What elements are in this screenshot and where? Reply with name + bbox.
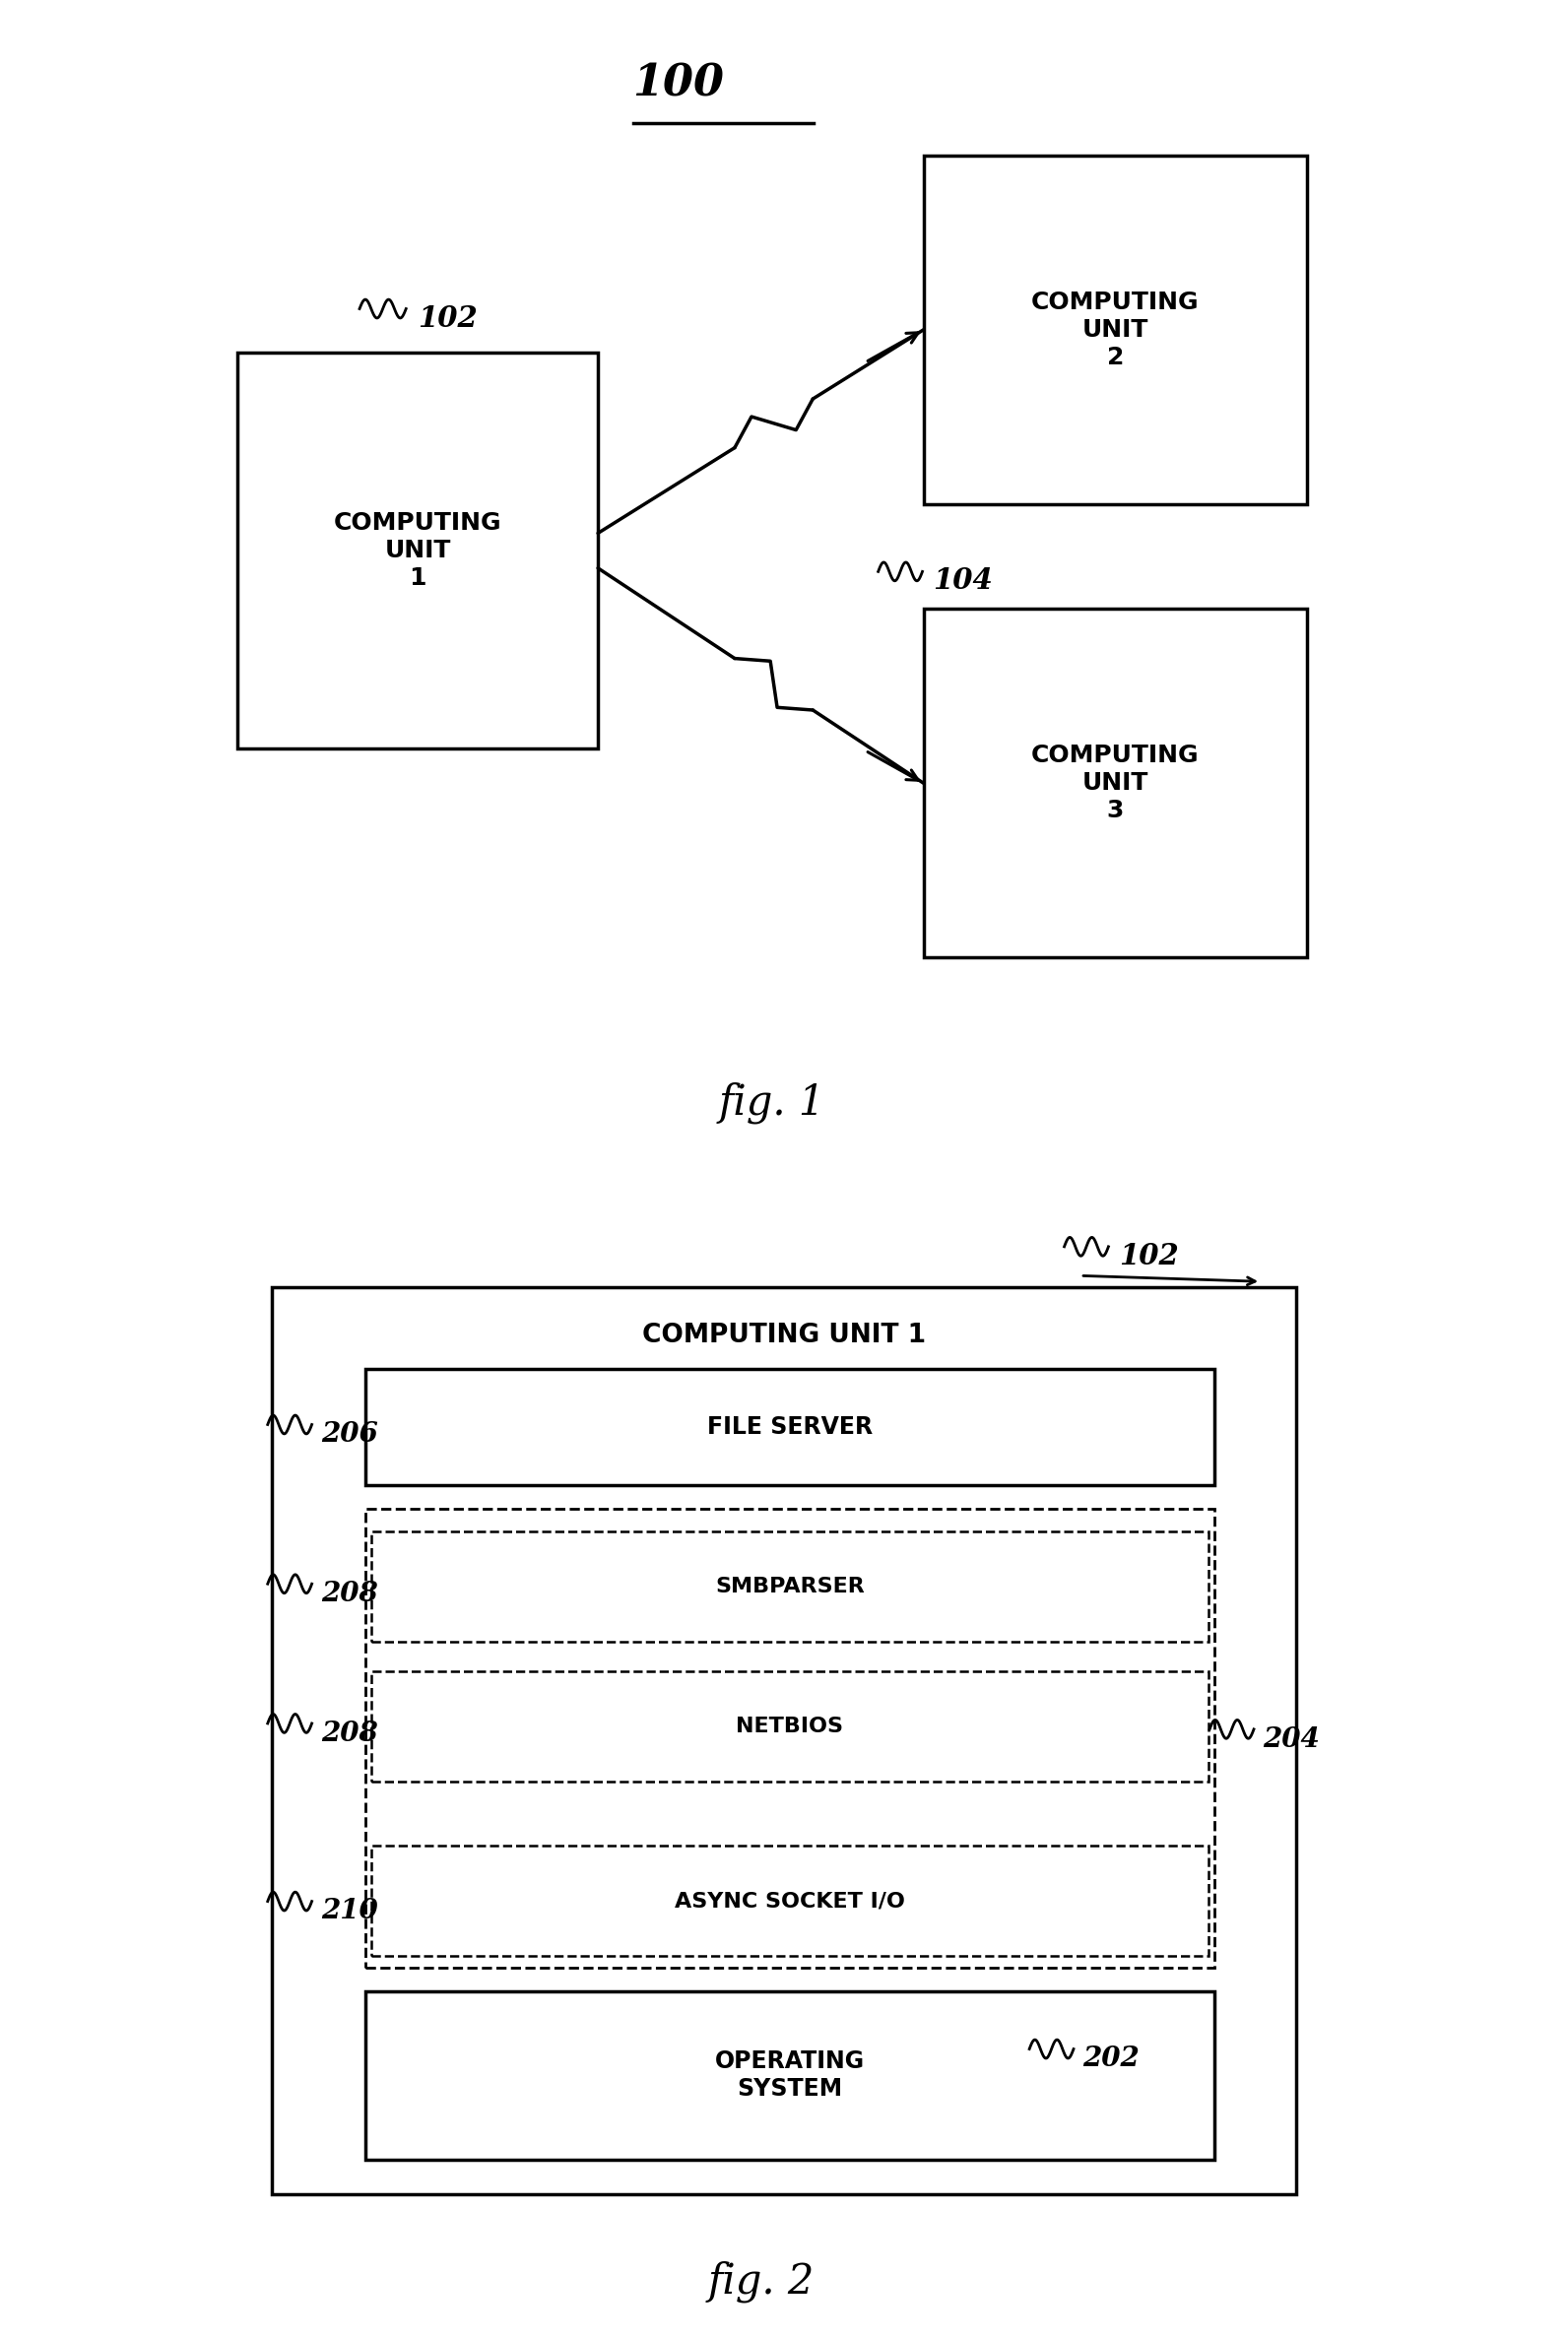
Text: 206: 206: [321, 1422, 378, 1447]
FancyBboxPatch shape: [273, 1288, 1295, 2195]
Text: 202: 202: [1083, 2046, 1140, 2071]
Text: 204: 204: [1264, 1725, 1320, 1754]
Text: 102: 102: [1120, 1241, 1179, 1270]
Text: SMBPARSER: SMBPARSER: [715, 1576, 864, 1597]
Text: 102: 102: [417, 304, 478, 334]
Text: COMPUTING
UNIT
3: COMPUTING UNIT 3: [1032, 743, 1200, 823]
Text: ASYNC SOCKET I/O: ASYNC SOCKET I/O: [674, 1891, 905, 1910]
FancyBboxPatch shape: [237, 353, 597, 748]
Text: NETBIOS: NETBIOS: [735, 1716, 844, 1737]
Text: 208: 208: [321, 1721, 378, 1746]
FancyBboxPatch shape: [365, 1368, 1214, 1485]
FancyBboxPatch shape: [372, 1672, 1209, 1782]
Text: COMPUTING
UNIT
2: COMPUTING UNIT 2: [1032, 290, 1200, 369]
FancyBboxPatch shape: [924, 608, 1308, 959]
Text: COMPUTING UNIT 1: COMPUTING UNIT 1: [643, 1323, 925, 1347]
FancyBboxPatch shape: [372, 1531, 1209, 1641]
FancyBboxPatch shape: [365, 1508, 1214, 1969]
Text: 100: 100: [633, 63, 724, 105]
FancyBboxPatch shape: [365, 1992, 1214, 2160]
Text: fig. 2: fig. 2: [707, 2261, 814, 2303]
Text: FILE SERVER: FILE SERVER: [707, 1414, 873, 1438]
FancyBboxPatch shape: [372, 1845, 1209, 1957]
Text: 104: 104: [933, 566, 993, 594]
Text: fig. 1: fig. 1: [720, 1082, 826, 1125]
Text: OPERATING
SYSTEM: OPERATING SYSTEM: [715, 2050, 864, 2100]
FancyBboxPatch shape: [924, 154, 1308, 505]
Text: 208: 208: [321, 1580, 378, 1606]
Text: COMPUTING
UNIT
1: COMPUTING UNIT 1: [334, 512, 502, 589]
Text: 210: 210: [321, 1898, 378, 1924]
